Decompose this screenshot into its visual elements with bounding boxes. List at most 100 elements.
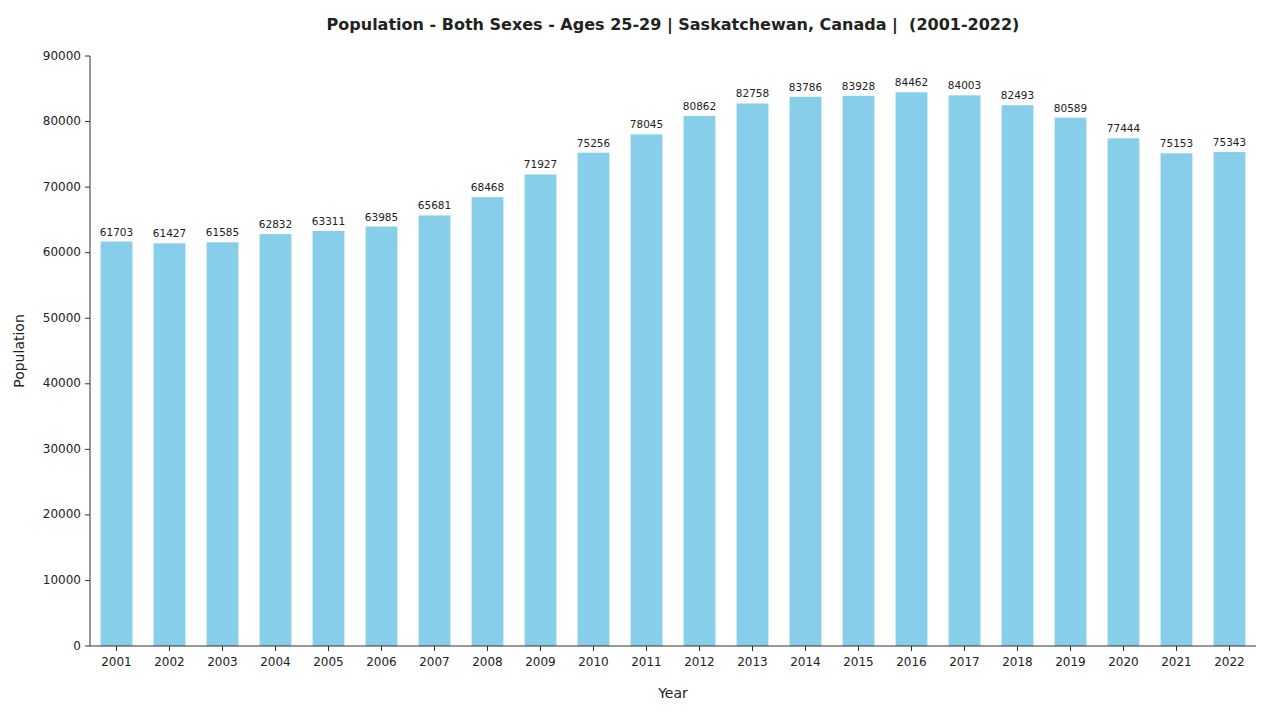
x-tick [1070,646,1071,651]
x-tick-label: 2019 [1055,655,1086,669]
data-label: 82758 [736,87,769,99]
bar [949,95,981,646]
data-label: 62832 [259,218,292,230]
y-tick [85,646,90,647]
x-tick-label: 2005 [313,655,344,669]
bar [260,234,292,646]
data-label: 61585 [206,226,239,238]
x-tick [593,646,594,651]
x-tick-label: 2007 [419,655,450,669]
x-tick-label: 2010 [578,655,609,669]
y-tick [85,56,90,57]
bar [1108,138,1140,646]
bar [207,242,239,646]
y-tick [85,318,90,319]
bar [1214,152,1246,646]
x-tick-label: 2012 [684,655,715,669]
x-tick-label: 2021 [1161,655,1192,669]
bar [737,103,769,646]
bar [472,197,504,646]
x-tick-label: 2006 [366,655,397,669]
data-label: 75343 [1213,136,1246,148]
x-tick-label: 2017 [949,655,980,669]
x-tick [1017,646,1018,651]
y-tick-label: 60000 [43,245,81,259]
bar [1055,118,1087,646]
data-label: 71927 [524,158,557,170]
x-tick-label: 2015 [843,655,874,669]
bar [578,153,610,646]
bar [790,97,822,646]
x-tick [487,646,488,651]
x-tick [434,646,435,651]
y-tick-label: 80000 [43,114,81,128]
bar [154,243,186,646]
bar [366,227,398,646]
bar [525,174,557,646]
x-tick [805,646,806,651]
axes: 0100002000030000400005000060000700008000… [43,49,1256,670]
y-tick [85,514,90,515]
y-tick-label: 30000 [43,442,81,456]
bars [101,92,1246,646]
x-tick [1229,646,1230,651]
x-tick-label: 2001 [101,655,132,669]
x-tick-label: 2003 [207,655,238,669]
x-tick [1123,646,1124,651]
y-tick-label: 50000 [43,311,81,325]
data-label: 83786 [789,81,823,93]
data-label: 84003 [948,79,981,91]
x-tick [116,646,117,651]
y-tick [85,580,90,581]
x-tick [911,646,912,651]
x-tick-label: 2009 [525,655,556,669]
x-axis-label: Year [657,685,688,701]
x-tick-label: 2002 [154,655,185,669]
x-tick-label: 2013 [737,655,768,669]
x-tick-label: 2004 [260,655,291,669]
y-tick-label: 90000 [43,49,81,63]
x-tick [381,646,382,651]
bar [1161,153,1193,646]
data-label: 75256 [577,137,611,149]
data-label: 80862 [683,100,716,112]
x-tick [1176,646,1177,651]
bar [631,134,663,646]
bar [896,92,928,646]
bar [101,242,133,646]
x-tick-label: 2020 [1108,655,1139,669]
y-tick-label: 70000 [43,180,81,194]
title: Population - Both Sexes - Ages 25-29 | S… [327,15,1020,35]
x-tick-label: 2016 [896,655,927,669]
y-tick [85,383,90,384]
data-label: 63311 [312,215,345,227]
data-label: 61427 [153,227,186,239]
x-tick-label: 2011 [631,655,662,669]
y-tick [85,252,90,253]
data-label: 75153 [1160,137,1193,149]
y-tick-label: 10000 [43,573,81,587]
x-tick [858,646,859,651]
x-tick [964,646,965,651]
chart-container: 0100002000030000400005000060000700008000… [0,0,1280,720]
y-tick [85,449,90,450]
data-label: 82493 [1001,89,1034,101]
data-label: 77444 [1107,122,1141,134]
y-tick-label: 40000 [43,376,81,390]
x-tick [222,646,223,651]
x-tick [752,646,753,651]
data-label: 80589 [1054,102,1087,114]
x-tick [169,646,170,651]
x-tick-label: 2022 [1214,655,1245,669]
data-label: 63985 [365,211,398,223]
data-labels: 6170361427615856283263311639856568168468… [100,76,1246,239]
y-tick-label: 20000 [43,507,81,521]
data-label: 78045 [630,118,663,130]
x-axis-line [90,646,1256,647]
x-tick-label: 2014 [790,655,821,669]
bar [419,215,451,646]
data-label: 65681 [418,199,451,211]
y-tick [85,187,90,188]
x-tick [328,646,329,651]
data-label: 61703 [100,226,133,238]
